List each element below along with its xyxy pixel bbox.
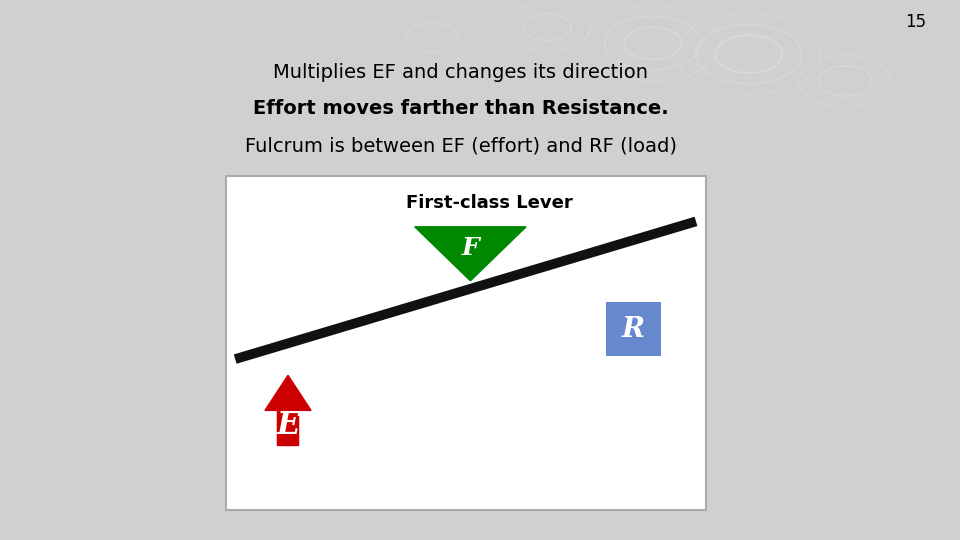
Text: Fulcrum is between EF (effort) and RF (load): Fulcrum is between EF (effort) and RF (l… bbox=[245, 136, 677, 156]
Text: 15: 15 bbox=[905, 12, 926, 31]
FancyArrow shape bbox=[265, 375, 311, 445]
Text: E: E bbox=[276, 410, 300, 441]
Bar bbox=[606, 302, 661, 356]
Text: R: R bbox=[622, 316, 645, 343]
Text: F: F bbox=[462, 237, 479, 260]
Text: First-class Lever: First-class Lever bbox=[406, 193, 573, 212]
Polygon shape bbox=[415, 227, 526, 281]
Bar bbox=[226, 176, 706, 510]
Text: Multiplies EF and changes its direction: Multiplies EF and changes its direction bbox=[274, 63, 648, 83]
Text: Effort moves farther than Resistance.: Effort moves farther than Resistance. bbox=[253, 98, 668, 118]
